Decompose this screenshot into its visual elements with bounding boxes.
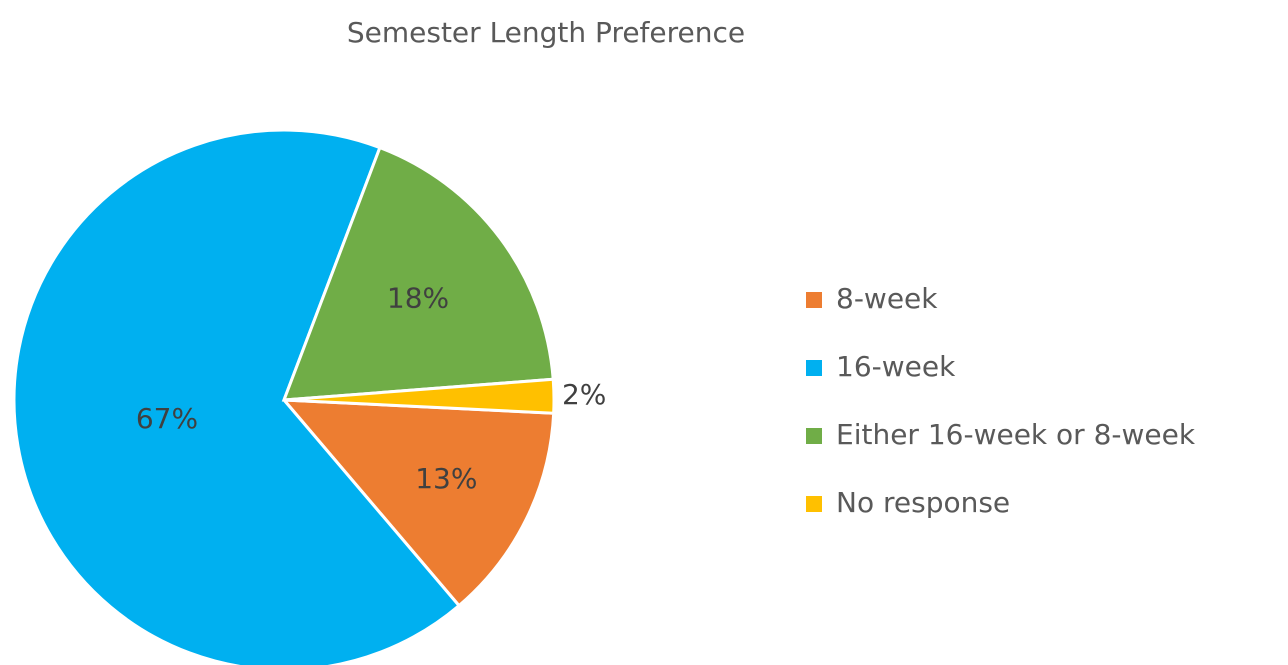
data-label: 18% [387,282,449,315]
data-label: 13% [415,462,477,495]
legend-swatch [806,360,822,376]
legend-label: No response [836,486,1010,519]
legend-label: Either 16-week or 8-week [836,418,1196,451]
legend-swatch [806,292,822,308]
legend-label: 8-week [836,282,938,315]
pie-slice [281,145,555,402]
legend-swatch [806,496,822,512]
legend-swatch [806,428,822,444]
data-label: 67% [136,402,198,435]
chart-title: Semester Length Preference [347,16,745,49]
pie-slice [283,377,556,415]
pie-slice [280,398,556,608]
legend-label: 16-week [836,350,956,383]
data-label: 2% [562,378,606,411]
pie-slice [12,128,462,665]
